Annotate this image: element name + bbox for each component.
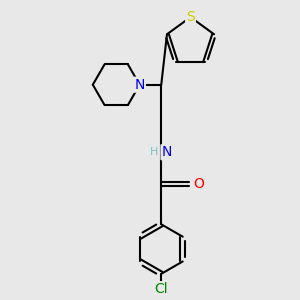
Text: N: N xyxy=(134,78,145,92)
Text: S: S xyxy=(186,10,195,24)
Text: Cl: Cl xyxy=(154,282,168,296)
Text: O: O xyxy=(193,177,204,191)
Text: N: N xyxy=(161,145,172,159)
Text: H: H xyxy=(150,147,158,157)
